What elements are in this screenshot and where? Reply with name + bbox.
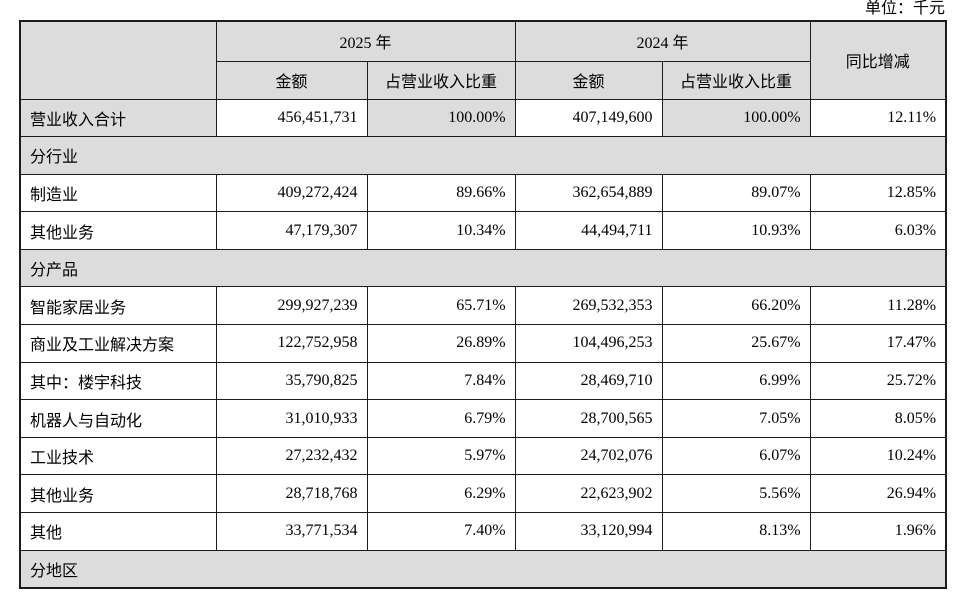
amount-2024-cell: 22,623,902 xyxy=(514,474,663,514)
row-label: 其他业务 xyxy=(19,211,217,250)
amount-2024-cell: 362,654,889 xyxy=(514,173,663,213)
header-ratio-2024: 占营业收入比重 xyxy=(661,60,811,100)
amount-2025-cell: 35,790,825 xyxy=(215,361,368,401)
section-label: 分地区 xyxy=(19,549,947,589)
yoy-change-cell: 12.85% xyxy=(809,173,947,213)
amount-2025-cell: 27,232,432 xyxy=(215,436,368,476)
header-blank-cell xyxy=(19,20,217,100)
yoy-change-cell: 10.24% xyxy=(809,436,947,476)
amount-2024-cell: 24,702,076 xyxy=(514,436,663,476)
ratio-2024-cell: 10.93% xyxy=(661,211,811,250)
amount-2025-cell: 122,752,958 xyxy=(215,324,368,363)
yoy-change-cell: 1.96% xyxy=(809,512,947,551)
header-amount-2024: 金额 xyxy=(514,60,663,100)
row-label: 机器人与自动化 xyxy=(19,399,217,438)
section-row: 分地区 xyxy=(19,549,947,589)
yoy-change-cell: 8.05% xyxy=(809,399,947,438)
amount-2025-cell: 456,451,731 xyxy=(215,98,368,138)
header-row-years: 2025 年 2024 年 同比增减 xyxy=(19,20,947,100)
ratio-2024-cell: 25.67% xyxy=(661,324,811,363)
data-row: 其他 33,771,534 7.40% 33,120,994 8.13% 1.96% xyxy=(19,512,947,551)
data-row: 其他业务 47,179,307 10.34% 44,494,711 10.93% 6.03… xyxy=(19,211,947,250)
ratio-2024-cell: 100.00% xyxy=(661,98,811,138)
yoy-change-cell: 17.47% xyxy=(809,324,947,363)
amount-2024-cell: 44,494,711 xyxy=(514,211,663,250)
table-body: 营业收入合计 456,451,731 100.00% 407,149,600 100.0… xyxy=(19,98,947,589)
ratio-2025-cell: 65.71% xyxy=(366,286,516,326)
data-row: 商业及工业解决方案 122,752,958 26.89% 104,496,253 25.… xyxy=(19,324,947,363)
ratio-2025-cell: 7.40% xyxy=(366,512,516,551)
ratio-2025-cell: 5.97% xyxy=(366,436,516,476)
amount-2024-cell: 104,496,253 xyxy=(514,324,663,363)
header-year-2025: 2025 年 xyxy=(215,20,516,62)
section-label: 分产品 xyxy=(19,248,947,288)
row-label: 营业收入合计 xyxy=(19,98,217,138)
amount-2025-cell: 409,272,424 xyxy=(215,173,368,213)
amount-2024-cell: 28,469,710 xyxy=(514,361,663,401)
header-amount-2025: 金额 xyxy=(215,60,368,100)
amount-2024-cell: 33,120,994 xyxy=(514,512,663,551)
section-row: 分行业 xyxy=(19,136,947,175)
yoy-change-cell: 6.03% xyxy=(809,211,947,250)
amount-2025-cell: 33,771,534 xyxy=(215,512,368,551)
data-row: 营业收入合计 456,451,731 100.00% 407,149,600 100.0… xyxy=(19,98,947,138)
row-label: 其他 xyxy=(19,512,217,551)
amount-2024-cell: 28,700,565 xyxy=(514,399,663,438)
ratio-2025-cell: 6.29% xyxy=(366,474,516,514)
row-label: 商业及工业解决方案 xyxy=(19,324,217,363)
revenue-breakdown-table: 2025 年 2024 年 同比增减 金额 占营业收入比重 金额 占营业收入比重… xyxy=(19,20,948,589)
yoy-change-cell: 25.72% xyxy=(809,361,947,401)
amount-2025-cell: 47,179,307 xyxy=(215,211,368,250)
yoy-change-cell: 12.11% xyxy=(809,98,947,138)
amount-2025-cell: 31,010,933 xyxy=(215,399,368,438)
data-row: 智能家居业务 299,927,239 65.71% 269,532,353 66.20%… xyxy=(19,286,947,326)
amount-2024-cell: 407,149,600 xyxy=(514,98,663,138)
ratio-2024-cell: 6.07% xyxy=(661,436,811,476)
row-label: 其中：楼宇科技 xyxy=(19,361,217,401)
data-row: 其中：楼宇科技 35,790,825 7.84% 28,469,710 6.99% 25.… xyxy=(19,361,947,401)
ratio-2024-cell: 7.05% xyxy=(661,399,811,438)
data-row: 其他业务 28,718,768 6.29% 22,623,902 5.56% 26.94% xyxy=(19,474,947,514)
ratio-2024-cell: 89.07% xyxy=(661,173,811,213)
ratio-2025-cell: 10.34% xyxy=(366,211,516,250)
amount-2025-cell: 299,927,239 xyxy=(215,286,368,326)
ratio-2025-cell: 7.84% xyxy=(366,361,516,401)
yoy-change-cell: 26.94% xyxy=(809,474,947,514)
ratio-2025-cell: 26.89% xyxy=(366,324,516,363)
data-row: 机器人与自动化 31,010,933 6.79% 28,700,565 7.05% 8.0… xyxy=(19,399,947,438)
amount-2025-cell: 28,718,768 xyxy=(215,474,368,514)
ratio-2024-cell: 5.56% xyxy=(661,474,811,514)
ratio-2024-cell: 66.20% xyxy=(661,286,811,326)
header-year-2024: 2024 年 xyxy=(514,20,811,62)
ratio-2025-cell: 89.66% xyxy=(366,173,516,213)
row-label: 工业技术 xyxy=(19,436,217,476)
section-row: 分产品 xyxy=(19,248,947,288)
ratio-2024-cell: 8.13% xyxy=(661,512,811,551)
ratio-2025-cell: 100.00% xyxy=(366,98,516,138)
ratio-2025-cell: 6.79% xyxy=(366,399,516,438)
header-ratio-2025: 占营业收入比重 xyxy=(366,60,516,100)
row-label: 其他业务 xyxy=(19,474,217,514)
amount-2024-cell: 269,532,353 xyxy=(514,286,663,326)
header-yoy: 同比增减 xyxy=(809,20,947,100)
row-label: 智能家居业务 xyxy=(19,286,217,326)
header-row-metrics: 金额 占营业收入比重 金额 占营业收入比重 xyxy=(20,60,946,100)
row-label: 制造业 xyxy=(19,173,217,213)
ratio-2024-cell: 6.99% xyxy=(661,361,811,401)
data-row: 制造业 409,272,424 89.66% 362,654,889 89.07% 12.… xyxy=(19,173,947,213)
data-row: 工业技术 27,232,432 5.97% 24,702,076 6.07% 10.24% xyxy=(19,436,947,476)
unit-label: 单位：千元 xyxy=(864,0,945,17)
section-label: 分行业 xyxy=(19,136,947,175)
yoy-change-cell: 11.28% xyxy=(809,286,947,326)
